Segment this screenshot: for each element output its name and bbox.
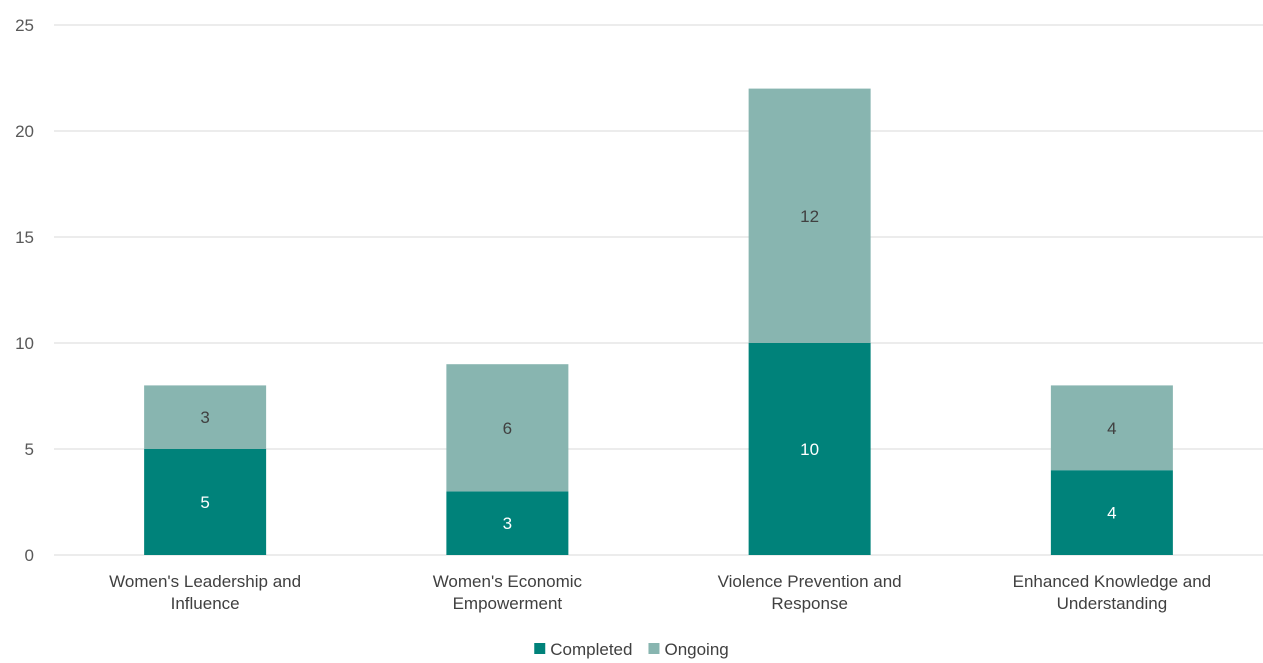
data-label: 3	[503, 514, 512, 533]
y-tick-label: 25	[15, 16, 34, 35]
x-category-label: Understanding	[1057, 594, 1168, 613]
x-category-label: Women's Economic	[433, 572, 583, 591]
bar-segment-completed	[144, 449, 267, 555]
legend-item-completed: Completed	[534, 640, 632, 659]
y-tick-label: 15	[15, 228, 34, 247]
data-label: 12	[800, 207, 819, 226]
y-tick-label: 0	[25, 546, 34, 565]
x-category-label: Influence	[171, 594, 240, 613]
bar-segment-ongoing	[144, 385, 267, 449]
y-axis: 0 5 10 15 20 25	[15, 16, 34, 565]
bar-segment-ongoing	[446, 364, 569, 492]
bar-segment-ongoing	[748, 88, 871, 343]
legend-swatch	[534, 643, 546, 654]
bar-segment-completed	[446, 491, 569, 555]
x-category-label: Response	[771, 594, 848, 613]
data-label: 3	[200, 408, 209, 427]
bar-segment-ongoing	[1050, 385, 1173, 471]
legend-swatch	[648, 643, 660, 654]
data-label: 6	[503, 419, 512, 438]
y-tick-label: 20	[15, 122, 34, 141]
data-label: 5	[200, 493, 209, 512]
legend-item-ongoing: Ongoing	[648, 640, 729, 659]
bar-segment-completed	[748, 343, 871, 555]
data-label: 4	[1107, 419, 1116, 438]
data-label: 10	[800, 440, 819, 459]
bars: 5 3 3 6 10 12 4 4	[144, 88, 1173, 555]
bar-segment-completed	[1050, 470, 1173, 555]
y-tick-label: 5	[25, 440, 34, 459]
y-tick-label: 10	[15, 334, 34, 353]
x-category-label: Women's Leadership and	[109, 572, 301, 591]
legend-label: Ongoing	[664, 640, 728, 659]
legend-label: Completed	[550, 640, 632, 659]
legend: Completed Ongoing	[534, 640, 729, 659]
x-category-label: Enhanced Knowledge and	[1013, 572, 1212, 591]
x-category-label: Empowerment	[453, 594, 563, 613]
data-label: 4	[1107, 504, 1116, 523]
x-axis: Women's Leadership and Influence Women's E…	[109, 572, 1211, 613]
x-category-label: Violence Prevention and	[718, 572, 902, 591]
